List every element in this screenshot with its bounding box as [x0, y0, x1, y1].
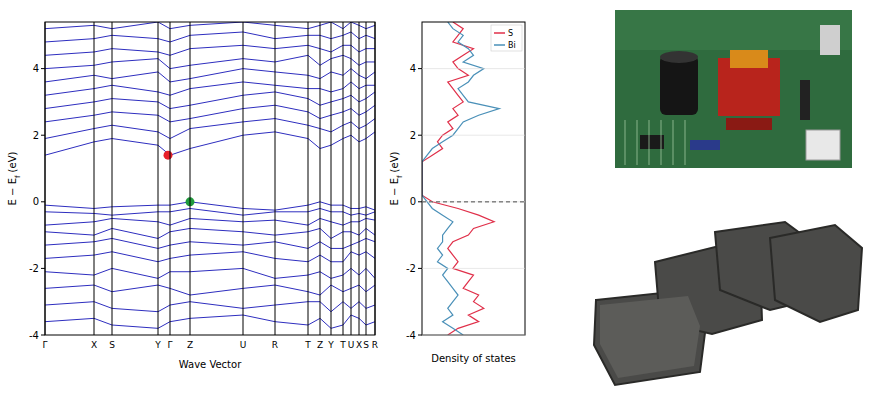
x-tick-label: U	[348, 340, 355, 350]
kpoint-line	[359, 22, 360, 335]
trace	[685, 120, 686, 165]
x-tick-label: R	[372, 340, 378, 350]
legend-box	[491, 25, 522, 51]
pad-face	[600, 296, 700, 378]
plot-frame	[45, 22, 375, 335]
band-edge-marker	[164, 151, 173, 160]
y-tick	[418, 68, 422, 69]
kpoint-line	[275, 22, 276, 335]
kpoint-line	[243, 22, 244, 335]
kpoint-line	[351, 22, 352, 335]
x-axis-label: Wave Vector	[179, 359, 242, 370]
capacitor-top	[660, 51, 698, 63]
legend-label: Bi	[508, 41, 516, 50]
x-tick-label: T	[339, 340, 346, 350]
y-tick	[41, 135, 45, 136]
y-tick-label: 2	[410, 130, 416, 141]
legend-swatch	[494, 32, 505, 34]
x-tick-label: Z	[187, 340, 193, 350]
y-tick-label: -2	[29, 263, 39, 274]
y-tick-label: 4	[33, 63, 39, 74]
x-tick-label: Z	[317, 340, 323, 350]
y-axis-label: E − Ef (eV)	[7, 151, 22, 205]
y-tick	[41, 68, 45, 69]
x-tick-label: S	[363, 340, 369, 350]
x-tick-label: X	[91, 340, 97, 350]
grid-line	[422, 201, 525, 202]
dos-curve	[422, 22, 499, 335]
y-axis-label: E − Ef (eV)	[389, 151, 404, 205]
brake-pads-photo	[594, 222, 862, 385]
legend-label: S	[508, 29, 513, 38]
transformer-base	[726, 118, 772, 130]
y-tick-label: 2	[33, 130, 39, 141]
y-tick	[418, 268, 422, 269]
x-axis-label: Density of states	[431, 353, 516, 364]
component	[800, 80, 810, 120]
trace	[625, 120, 626, 165]
y-tick	[41, 268, 45, 269]
trace	[673, 120, 674, 165]
y-tick-label: -2	[406, 263, 416, 274]
board	[615, 10, 852, 168]
kpoint-line	[366, 22, 367, 335]
y-tick-label: -4	[29, 330, 39, 341]
kpoint-line	[158, 22, 159, 335]
x-tick-label: Y	[327, 340, 334, 350]
kpoint-line	[112, 22, 113, 335]
label-part: E − E	[7, 178, 18, 205]
kpoint-line	[308, 22, 309, 335]
dos-curves	[422, 22, 499, 335]
figure: ΓXSYΓZURTZYTUXSR-4-2024Wave VectorE − Ef…	[0, 0, 869, 393]
y-tick	[418, 135, 422, 136]
fermi-line	[422, 201, 525, 202]
terminal	[806, 130, 840, 160]
y-tick	[418, 201, 422, 202]
x-tick-label: R	[272, 340, 278, 350]
label-part: E − E	[389, 178, 400, 205]
y-tick	[41, 201, 45, 202]
component	[820, 25, 840, 55]
legend-swatch	[494, 44, 505, 46]
x-tick-label: U	[240, 340, 247, 350]
x-tick-label: S	[109, 340, 115, 350]
x-tick-label: Γ	[42, 340, 47, 350]
grid-line	[422, 135, 525, 136]
kpoint-line	[343, 22, 344, 335]
grid-line	[422, 335, 525, 336]
coil	[730, 50, 768, 68]
kpoint-line	[190, 22, 191, 335]
board-shade	[615, 10, 852, 50]
brake-pad	[770, 225, 862, 322]
label-part: (eV)	[7, 151, 18, 175]
chip	[640, 135, 664, 149]
resistor	[690, 140, 720, 150]
brake-pad	[594, 290, 706, 385]
label-part: (eV)	[389, 151, 400, 175]
trace	[637, 120, 638, 165]
kpoint-line	[320, 22, 321, 335]
y-tick-label: 0	[33, 196, 39, 207]
x-tick-label: X	[356, 340, 362, 350]
plot-frame	[422, 22, 525, 335]
x-tick-label: Y	[154, 340, 161, 350]
y-tick-label: 0	[410, 196, 416, 207]
kpoint-line	[331, 22, 332, 335]
y-tick	[41, 335, 45, 336]
legend: S Bi	[491, 25, 522, 51]
capacitor	[660, 55, 698, 115]
page: {"chart_data": [ {"type": "line", "xlabe…	[0, 0, 869, 393]
grid-line	[422, 68, 525, 69]
trace	[661, 120, 662, 165]
x-tick-label: Γ	[167, 340, 172, 350]
kpoint-line	[94, 22, 95, 335]
y-tick-label: -4	[406, 330, 416, 341]
kpoint-line	[170, 22, 171, 335]
trace	[649, 120, 650, 165]
grid-line	[422, 268, 525, 269]
y-tick	[418, 335, 422, 336]
x-tick-label: T	[304, 340, 311, 350]
circuit-board-photo	[615, 10, 852, 168]
y-tick-label: 4	[410, 63, 416, 74]
